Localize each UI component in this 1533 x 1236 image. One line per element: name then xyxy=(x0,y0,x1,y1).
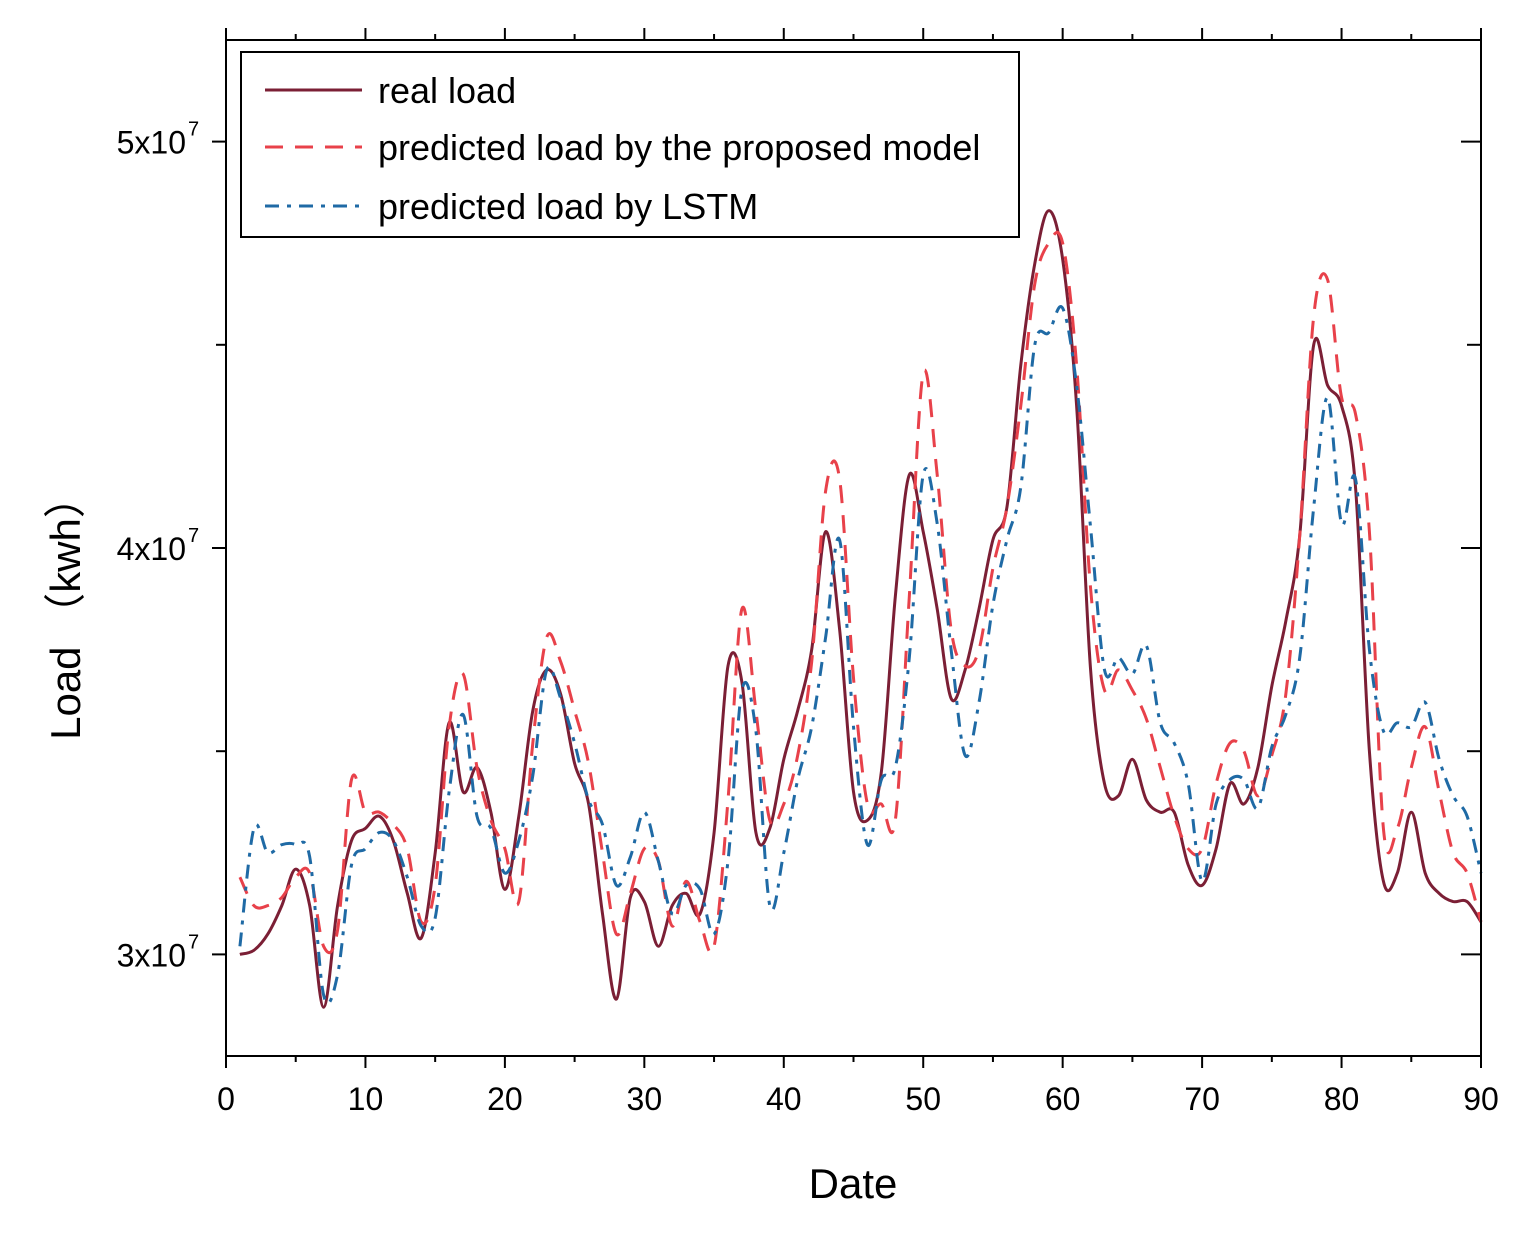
series-line-0 xyxy=(239,209,1483,1009)
x-tick-label: 90 xyxy=(1463,1081,1499,1117)
y-tick-exponent: 7 xyxy=(188,525,199,547)
legend-label-real-load: real load xyxy=(378,70,516,111)
plot-frame xyxy=(225,39,1482,1057)
x-tick-label: 30 xyxy=(627,1081,663,1117)
series-line-2 xyxy=(238,304,1483,1005)
series-layer xyxy=(238,209,1483,1009)
legend-box xyxy=(240,51,1020,238)
legend: real load predicted load by the proposed… xyxy=(240,51,1020,238)
legend-label-lstm: predicted load by LSTM xyxy=(378,186,758,227)
y-tick-exponent: 7 xyxy=(188,119,199,141)
x-tick-label: 70 xyxy=(1184,1081,1220,1117)
y-tick-label: 5x10 xyxy=(117,125,186,161)
x-tick-label: 60 xyxy=(1045,1081,1081,1117)
x-tick-label: 20 xyxy=(487,1081,523,1117)
tick-layer xyxy=(212,28,1482,1068)
y-tick-exponent: 7 xyxy=(188,931,199,953)
x-tick-label: 80 xyxy=(1324,1081,1360,1117)
y-tick-label: 3x10 xyxy=(117,937,186,973)
y-axis-title: Load （kwh） xyxy=(42,476,89,740)
x-tick-label: 50 xyxy=(905,1081,941,1117)
x-tick-label: 0 xyxy=(217,1081,235,1117)
legend-label-proposed-model: predicted load by the proposed model xyxy=(378,127,980,168)
y-tick-label: 4x10 xyxy=(117,531,186,567)
x-axis-title: Date xyxy=(809,1160,898,1207)
x-tick-label: 10 xyxy=(348,1081,384,1117)
series-line-1 xyxy=(238,230,1483,955)
x-tick-label: 40 xyxy=(766,1081,802,1117)
